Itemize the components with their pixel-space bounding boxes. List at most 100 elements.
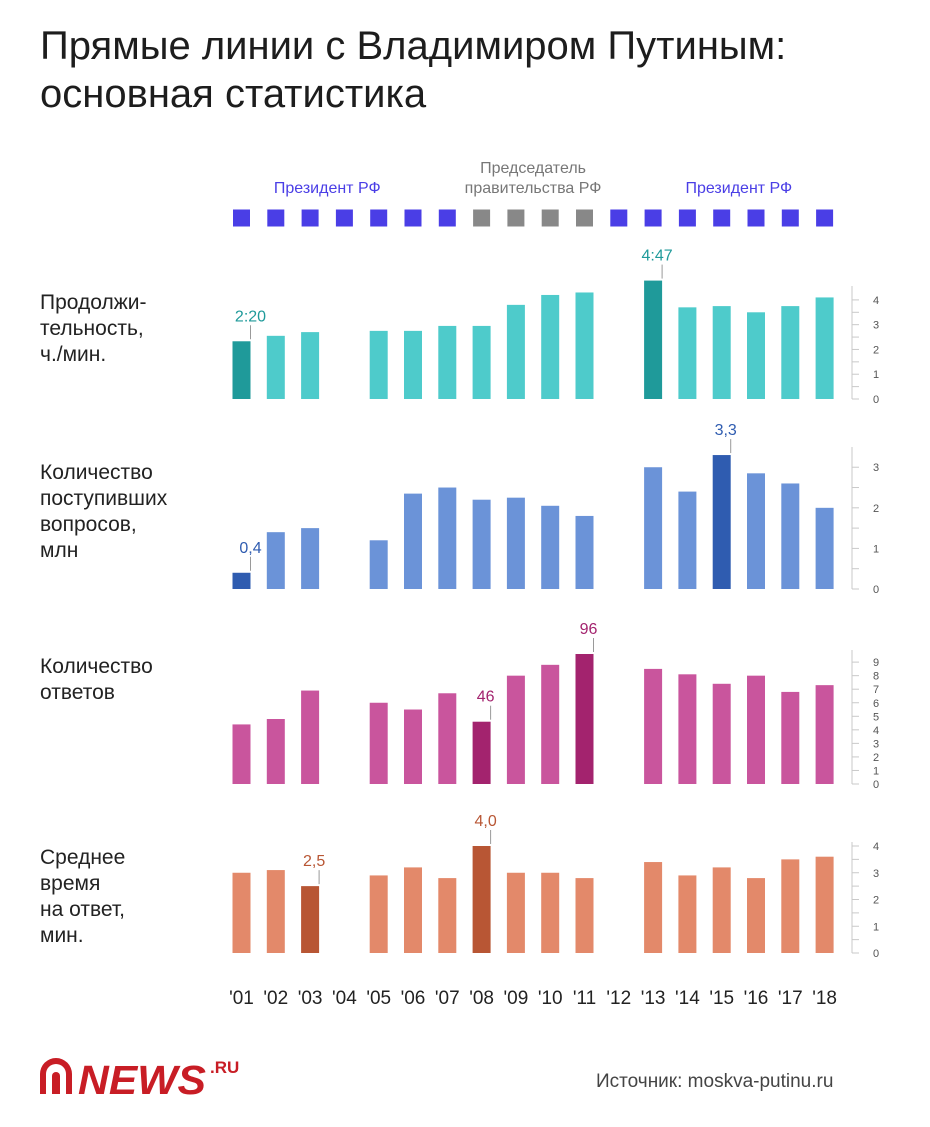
- answers-bar-10: [541, 664, 560, 784]
- duration-tick-label-3: 3: [873, 320, 879, 332]
- source-value: moskva-putinu.ru: [687, 1071, 834, 1092]
- duration-callout-label-2: 4:47: [642, 248, 673, 265]
- avgtime-bar-9: [506, 872, 525, 953]
- year-label-17: '17: [778, 988, 803, 1009]
- year-label-9: '09: [504, 988, 529, 1009]
- questions-callout-label-1: 0,4: [239, 540, 261, 557]
- role-marker-11: [576, 209, 593, 227]
- year-label-18: '18: [812, 988, 837, 1009]
- avgtime-bar-18: [815, 856, 834, 953]
- panel-label-questions: Количество поступивших вопросов, млн: [40, 460, 210, 564]
- role-label-2-line-1: Председатель: [480, 160, 586, 177]
- avgtime-bar-5: [369, 875, 388, 953]
- questions-bar-10: [541, 505, 560, 589]
- panel-label-duration-line-1: Продолжи-: [40, 291, 147, 314]
- year-label-15: '15: [709, 988, 734, 1009]
- role-label-1-line-1: Президент РФ: [274, 180, 381, 197]
- duration-bar-14: [678, 307, 697, 399]
- year-label-1: '01: [229, 988, 254, 1009]
- year-label-8: '08: [469, 988, 494, 1009]
- year-label-11: '11: [573, 988, 596, 1009]
- questions-bar-3: [301, 528, 320, 589]
- chart-title-line-1: Прямые линии с Владимиром Путиным:: [40, 24, 787, 68]
- role-marker-14: [678, 209, 696, 227]
- answers-bar-18: [815, 685, 834, 784]
- role-marker-8: [473, 209, 491, 227]
- answers-callout-label-2: 96: [580, 621, 598, 638]
- questions-bar-2: [266, 532, 285, 589]
- logo-suffix: .RU: [210, 1058, 239, 1077]
- source-note: Источник: moskva-putinu.ru: [596, 1071, 896, 1093]
- duration-bar-2: [266, 335, 285, 399]
- answers-bar-7: [438, 693, 457, 784]
- answers-bar-14: [678, 674, 697, 784]
- avgtime-callout-label-2: 4,0: [474, 813, 496, 830]
- role-marker-5: [370, 209, 388, 227]
- answers-tick-label-9: 9: [873, 657, 879, 669]
- avgtime-tick-label-4: 4: [873, 841, 879, 853]
- answers-bar-2: [266, 719, 285, 784]
- answers-tick-label-7: 7: [873, 684, 879, 696]
- duration-bar-13: [644, 280, 663, 399]
- questions-tick-label-3: 3: [873, 462, 879, 474]
- duration-bar-10: [541, 294, 560, 399]
- role-label-2-line-2: правительства РФ: [465, 180, 602, 197]
- year-label-12: '12: [606, 988, 631, 1009]
- chart-title: Прямые линии с Владимиром Путиным: основ…: [40, 22, 900, 118]
- duration-bar-7: [438, 325, 457, 399]
- panel-label-avgtime-line-1: Среднее: [40, 846, 126, 869]
- questions-bar-6: [404, 493, 422, 589]
- avgtime-bar-17: [781, 859, 800, 953]
- role-marker-6: [404, 209, 422, 227]
- answers-callout-label-1: 46: [477, 689, 495, 706]
- answers-bar-5: [369, 702, 388, 784]
- role-label-3-line-1: Президент РФ: [685, 180, 792, 197]
- role-marker-13: [644, 209, 662, 227]
- answers-bar-15: [712, 683, 731, 784]
- panel-label-avgtime-line-2: время: [40, 872, 101, 895]
- answers-bar-17: [781, 691, 800, 784]
- role-marker-1: [233, 209, 250, 227]
- questions-bar-15: [712, 455, 731, 589]
- panel-label-questions-line-4: млн: [40, 539, 79, 562]
- role-marker-17: [781, 209, 799, 227]
- duration-tick-label-4: 4: [873, 295, 879, 307]
- duration-bar-1: [232, 341, 251, 399]
- answers-tick-label-5: 5: [873, 711, 879, 723]
- questions-bar-9: [506, 497, 525, 589]
- panel-label-avgtime-line-4: мин.: [40, 924, 84, 947]
- avgtime-bar-16: [747, 878, 765, 953]
- duration-bar-16: [747, 312, 765, 399]
- duration-callout-label-1: 2:20: [235, 308, 266, 325]
- questions-tick-label-2: 2: [873, 503, 879, 515]
- questions-bar-18: [815, 507, 834, 589]
- panel-label-questions-line-2: поступивших: [40, 487, 168, 510]
- avgtime-callout-label-1: 2,5: [303, 853, 325, 870]
- year-label-2: '02: [263, 988, 288, 1009]
- questions-bar-5: [369, 540, 388, 589]
- year-label-13: '13: [641, 988, 666, 1009]
- duration-bar-8: [472, 325, 491, 399]
- questions-bar-8: [472, 499, 491, 589]
- answers-tick-label-0: 0: [873, 779, 879, 791]
- role-marker-15: [713, 209, 731, 227]
- duration-tick-label-1: 1: [873, 369, 879, 381]
- role-marker-18: [816, 209, 834, 227]
- answers-tick-label-1: 1: [873, 765, 879, 777]
- duration-bar-5: [369, 330, 388, 399]
- answers-bar-16: [747, 675, 765, 784]
- avgtime-bar-1: [232, 872, 251, 953]
- duration-bar-9: [506, 304, 525, 399]
- answers-bar-6: [404, 709, 422, 784]
- role-marker-7: [438, 209, 456, 227]
- avgtime-tick-label-0: 0: [873, 948, 879, 960]
- panel-label-duration-line-3: ч./мин.: [40, 343, 107, 366]
- questions-bar-1: [232, 572, 251, 589]
- questions-bar-13: [644, 467, 663, 589]
- chart-title-line-2: основная статистика: [40, 72, 427, 116]
- avgtime-bar-6: [404, 867, 422, 953]
- year-label-10: '10: [538, 988, 563, 1009]
- avgtime-bar-8: [472, 846, 491, 953]
- questions-bar-17: [781, 483, 800, 589]
